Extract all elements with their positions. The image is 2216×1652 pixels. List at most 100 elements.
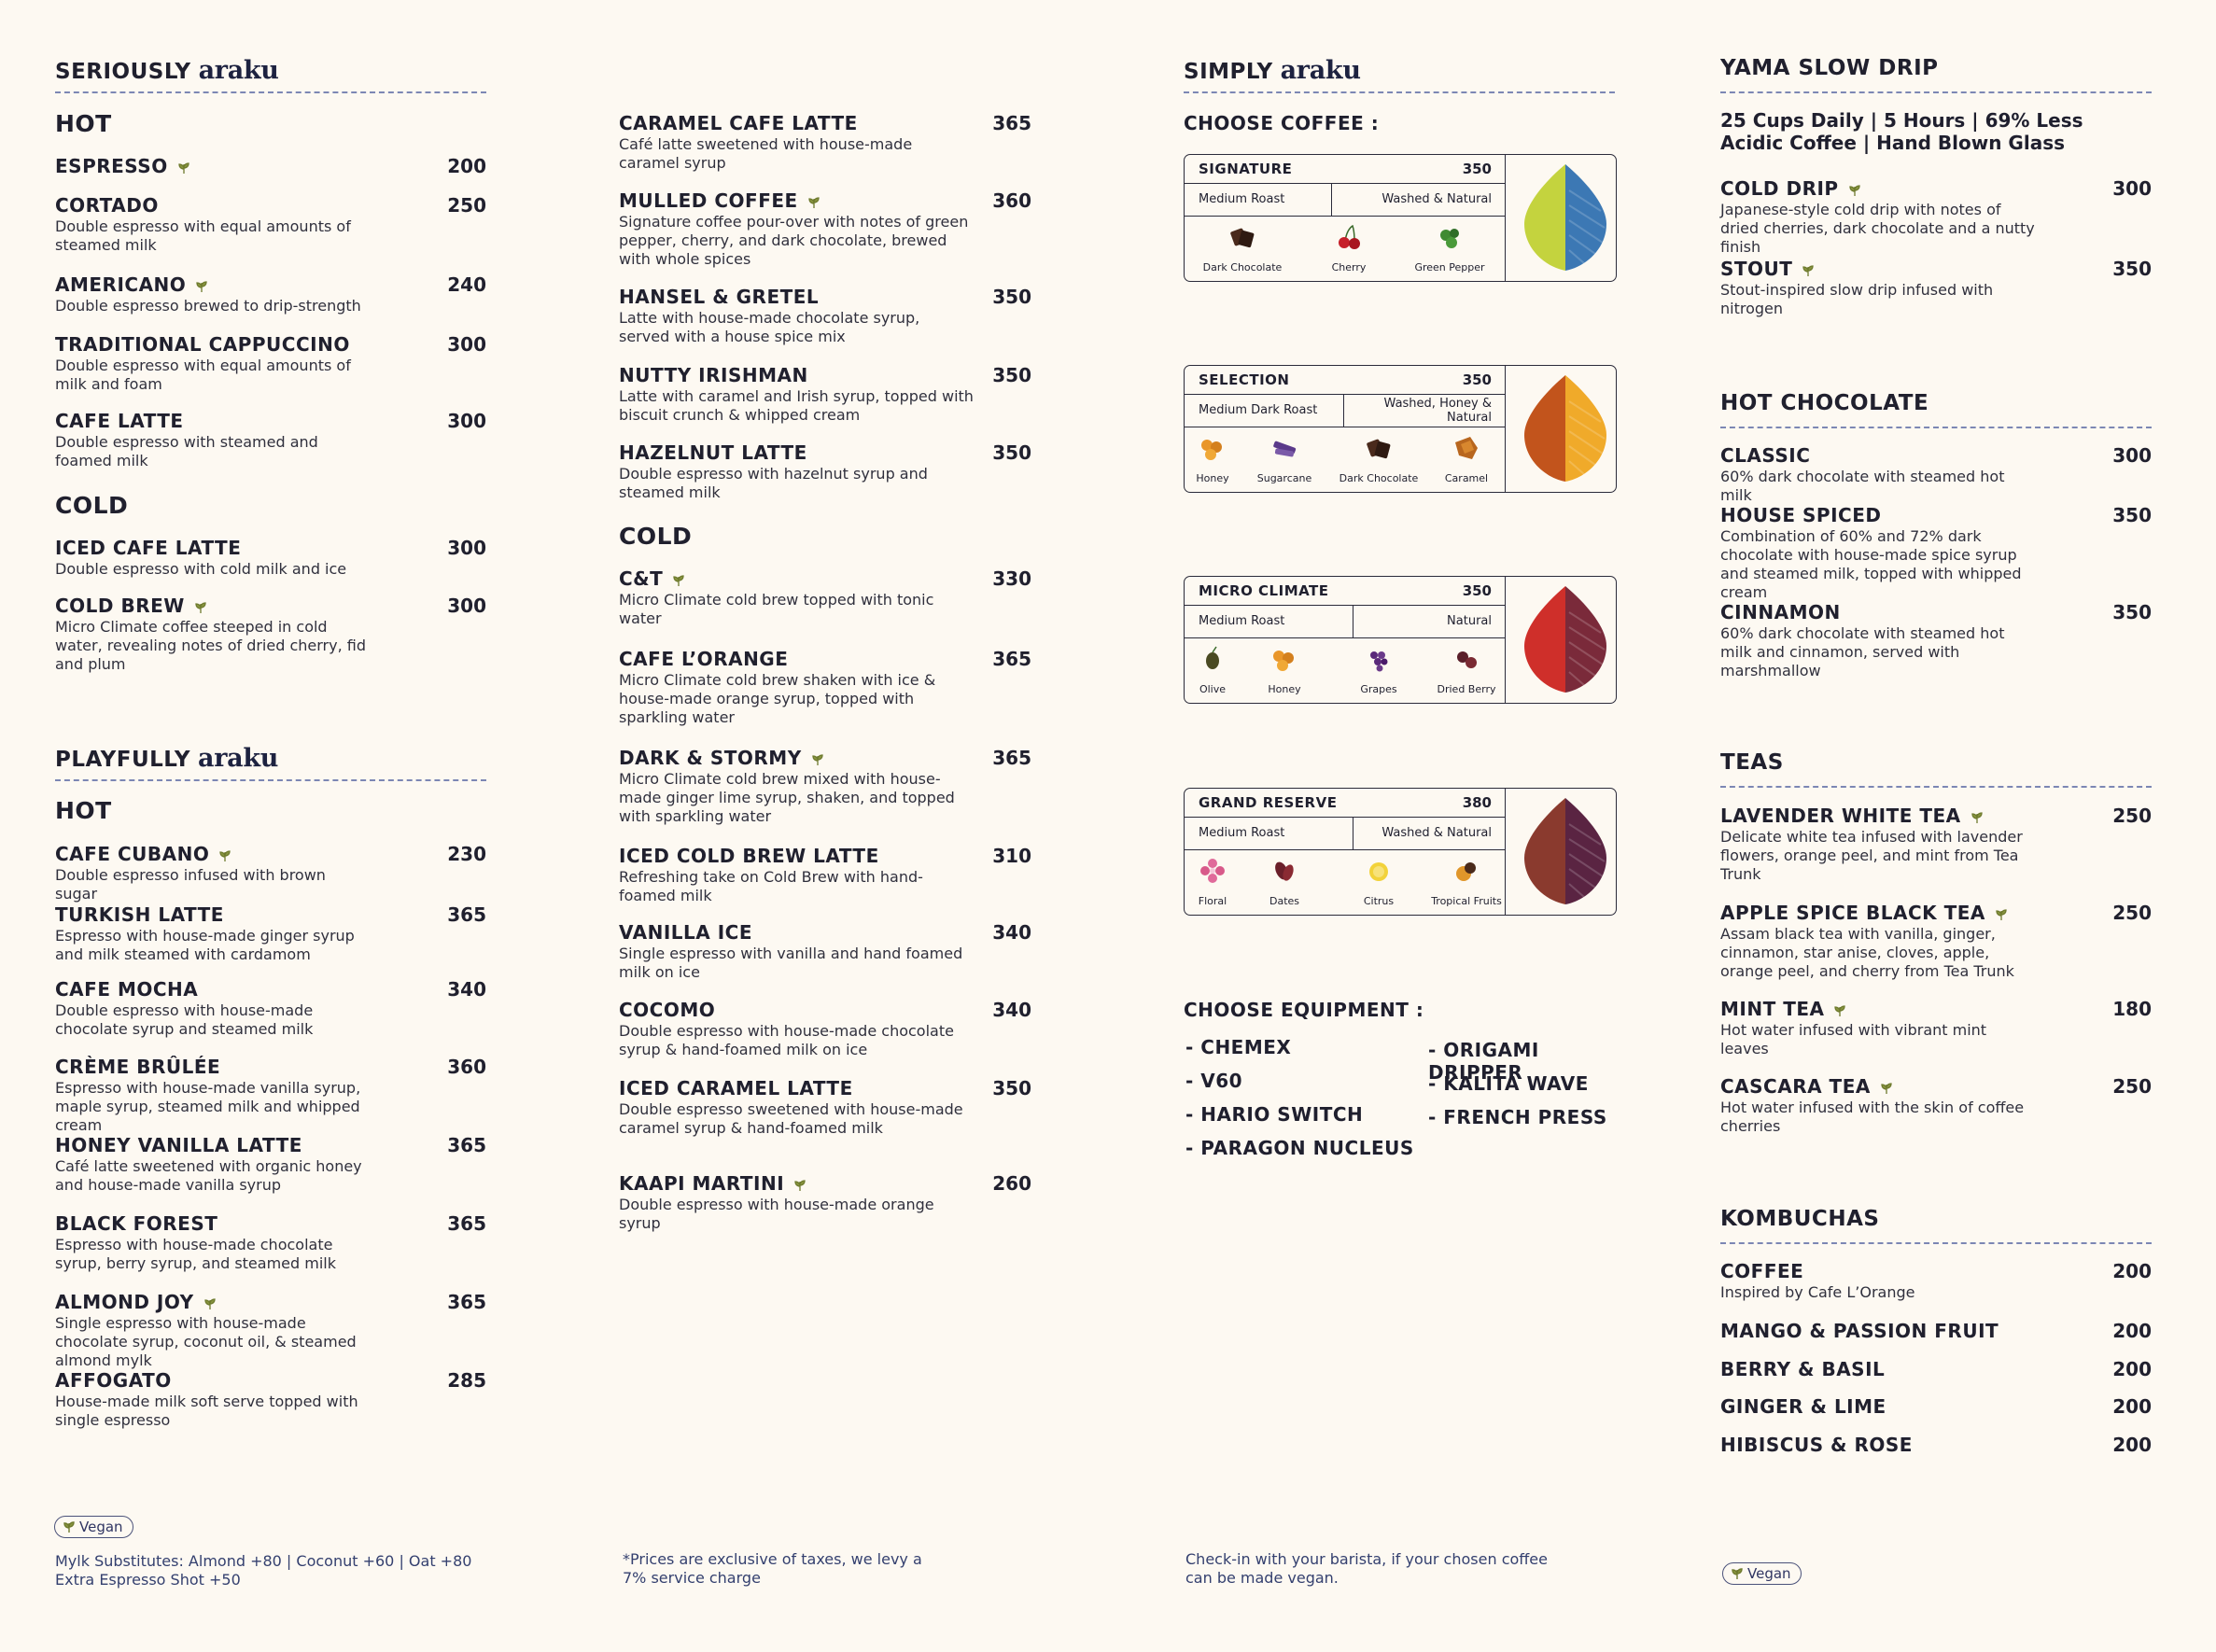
- flavour-notes: Floral Dates Citrus Tropical Fruits: [1185, 850, 1505, 914]
- vegan-leaf-icon: [204, 1297, 216, 1309]
- menu-item: HANSEL & GRETEL 350 Latte with house-made …: [619, 286, 1031, 346]
- flavour-note: Dates: [1238, 850, 1331, 907]
- menu-item-price: 340: [992, 921, 1031, 944]
- menu-item-name: ICED COLD BREW LATTE: [619, 845, 879, 867]
- coffee-card-title-row: SELECTION 350: [1185, 366, 1505, 395]
- flavour-note-icon: [1369, 862, 1388, 881]
- menu-item-price: 285: [447, 1369, 486, 1392]
- vegan-leaf-icon: [195, 601, 206, 613]
- menu-item-price: 300: [447, 537, 486, 559]
- roast-level: Medium Dark Roast: [1199, 403, 1318, 417]
- menu-item-price: 240: [447, 273, 486, 296]
- menu-item-description: Espresso with house-made ginger syrup an…: [55, 927, 355, 963]
- flavour-note-label: Cherry: [1331, 261, 1367, 273]
- vegan-leaf-icon: [794, 1179, 806, 1191]
- choose-coffee-label: CHOOSE COFFEE :: [1184, 112, 1380, 134]
- flavour-note-label: Dates: [1269, 895, 1300, 907]
- process-method: Natural: [1447, 614, 1492, 628]
- menu-item: CINNAMON 350 60% dark chocolate with steam…: [1720, 601, 2152, 680]
- vegan-legend-label: Vegan: [1747, 1565, 1791, 1582]
- coffee-card[interactable]: SELECTION 350 Medium Dark Roast Washed, Hon…: [1184, 365, 1617, 493]
- flavour-note-icon: [1200, 859, 1225, 883]
- menu-item: BLACK FOREST 365 Espresso with house-made …: [55, 1212, 486, 1273]
- coffee-card[interactable]: GRAND RESERVE 380 Medium Roast Washed & Nat…: [1184, 788, 1617, 916]
- menu-item-name: HONEY VANILLA LATTE: [55, 1134, 302, 1156]
- menu-item-description: House-made milk soft serve topped with s…: [55, 1393, 358, 1429]
- menu-item-description: Double espresso infused with brown sugar: [55, 866, 326, 903]
- menu-item: CLASSIC 300 60% dark chocolate with steame…: [1720, 444, 2152, 505]
- flavour-notes: Olive Honey Grapes Dried Berry: [1185, 638, 1505, 702]
- menu-item-price: 300: [2112, 177, 2152, 200]
- flavour-note: Floral: [1166, 850, 1259, 907]
- subheading-hot: HOT: [55, 797, 112, 824]
- menu-item-name: KAAPI MARTINI: [619, 1172, 1031, 1195]
- roast-level: Medium Roast: [1199, 192, 1285, 206]
- menu-item: MANGO & PASSION FRUIT 200: [1720, 1320, 2152, 1342]
- flavour-note: Olive: [1166, 638, 1259, 695]
- choose-equipment-label: CHOOSE EQUIPMENT :: [1184, 999, 1424, 1021]
- menu-item: ESPRESSO 200: [55, 155, 486, 177]
- flavour-note-label: Dark Chocolate: [1339, 472, 1419, 484]
- vegan-legend: Vegan: [54, 1516, 133, 1538]
- coffee-card-table: SELECTION 350 Medium Dark Roast Washed, Hon…: [1185, 366, 1506, 492]
- coffee-card-title-row: MICRO CLIMATE 350: [1185, 577, 1505, 606]
- menu-item: AMERICANO 240 Double espresso brewed to dr…: [55, 273, 486, 315]
- menu-item-name: DARK & STORMY: [619, 747, 1031, 769]
- coffee-card-price: 350: [1462, 161, 1492, 177]
- menu-item-price: 365: [992, 112, 1031, 134]
- section-title: TEAS: [1720, 750, 1784, 775]
- menu-item-price: 340: [992, 999, 1031, 1021]
- menu-item-description: Double espresso with house-made chocolat…: [619, 1022, 954, 1058]
- menu-item-description: Double espresso with house-made chocolat…: [55, 1001, 314, 1038]
- flavour-note-icon: [1230, 228, 1255, 248]
- menu-item: COLD DRIP 300 Japanese-style cold drip wit…: [1720, 177, 2152, 257]
- menu-item: ICED COLD BREW LATTE 310 Refreshing take o…: [619, 845, 1031, 905]
- leaf-icon: [1732, 1568, 1743, 1579]
- coffee-leaf-icon: [1524, 798, 1606, 904]
- menu-item-description: Espresso with house-made vanilla syrup, …: [55, 1079, 361, 1134]
- menu-item-description: Double espresso brewed to drip-strength: [55, 297, 361, 315]
- vegan-leaf-icon: [1996, 908, 2007, 920]
- menu-item-price: 350: [2112, 601, 2152, 623]
- coffee-card-price: 350: [1462, 582, 1492, 599]
- menu-item-description: Café latte sweetened with house-made car…: [619, 135, 913, 172]
- section-title: PLAYFULLY: [55, 748, 191, 772]
- menu-item-name: COFFEE: [1720, 1260, 1804, 1282]
- menu-item-name: STOUT: [1720, 258, 2152, 280]
- menu-item-description: Single espresso with house-made chocolat…: [55, 1314, 357, 1369]
- flavour-note-label: Honey: [1268, 683, 1301, 695]
- menu-item-name: VANILLA ICE: [619, 921, 752, 944]
- menu-item-description: Inspired by Cafe L’Orange: [1720, 1283, 1915, 1301]
- subheading-cold: COLD: [619, 523, 693, 550]
- coffee-card[interactable]: MICRO CLIMATE 350 Medium Roast Natural Olive…: [1184, 576, 1617, 704]
- coffee-card[interactable]: SIGNATURE 350 Medium Roast Washed & Natural…: [1184, 154, 1617, 282]
- menu-item-price: 365: [447, 1291, 486, 1313]
- brand-wordmark: araku: [198, 744, 279, 773]
- menu-item-description: Double espresso with hazelnut syrup and …: [619, 465, 928, 501]
- flavour-notes: Dark Chocolate Cherry Green Pepper: [1185, 217, 1505, 280]
- flavour-note-icon: [1206, 646, 1219, 669]
- menu-item: BERRY & BASIL 200: [1720, 1358, 2152, 1380]
- menu-item-name: CASCARA TEA: [1720, 1075, 2152, 1098]
- menu-item-name: HAZELNUT LATTE: [619, 441, 807, 464]
- menu-item-price: 310: [992, 845, 1031, 867]
- menu-item-price: 200: [2112, 1358, 2152, 1380]
- flavour-note-label: Grapes: [1360, 683, 1397, 695]
- coffee-card-name: GRAND RESERVE: [1199, 794, 1338, 811]
- menu-item: TRADITIONAL CAPPUCCINO 300 Double espresso…: [55, 333, 486, 394]
- brand-wordmark: araku: [1280, 56, 1361, 85]
- coffee-card-price: 350: [1462, 371, 1492, 388]
- flavour-note: Dried Berry: [1420, 638, 1513, 695]
- menu-item: CAFE L’ORANGE 365 Micro Climate cold brew …: [619, 648, 1031, 727]
- menu-item-price: 365: [992, 648, 1031, 670]
- menu-item: APPLE SPICE BLACK TEA 250 Assam black tea …: [1720, 902, 2152, 981]
- menu-item: CORTADO 250 Double espresso with equal amo…: [55, 194, 486, 255]
- menu-item-name: CINNAMON: [1720, 601, 1841, 623]
- flavour-note: Dark Chocolate: [1196, 217, 1289, 273]
- menu-item-price: 250: [447, 194, 486, 217]
- equipment-option: - PARAGON NUCLEUS: [1185, 1137, 1414, 1159]
- menu-item-name: C&T: [619, 567, 1031, 590]
- section-header-kombuchas: KOMBUCHAS: [1720, 1207, 2152, 1244]
- menu-item-name: CAFE L’ORANGE: [619, 648, 789, 670]
- flavour-note-label: Dried Berry: [1437, 683, 1496, 695]
